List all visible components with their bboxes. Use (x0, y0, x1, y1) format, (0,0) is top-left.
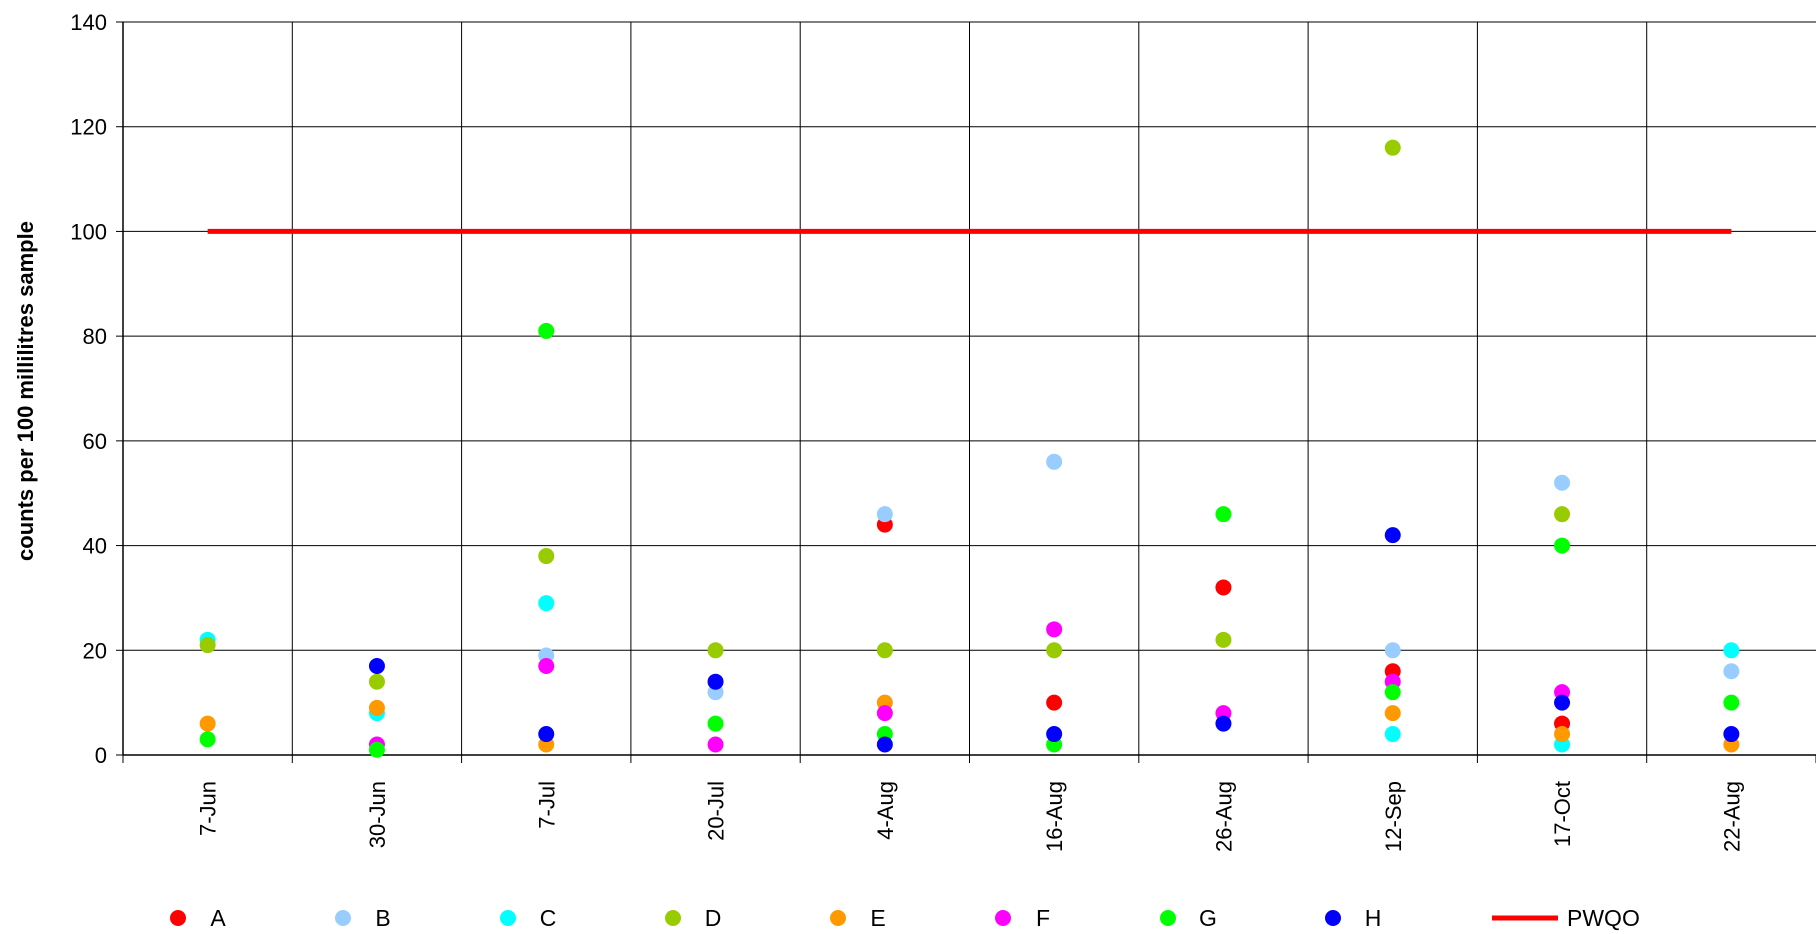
axes (116, 21, 1816, 763)
point-B-22-Aug (1723, 663, 1740, 680)
point-D-26-Aug (1215, 631, 1232, 648)
x-tick-label-22-Aug: 22-Aug (1719, 781, 1744, 852)
x-tick-label-30-Jun: 30-Jun (365, 781, 390, 848)
legend-label-D: D (705, 905, 722, 931)
point-D-30-Jun (368, 673, 385, 690)
point-B-17-Oct (1554, 474, 1571, 491)
x-tick-label-7-Jun: 7-Jun (196, 781, 221, 836)
y-tick-label-100: 100 (70, 219, 107, 244)
legend-marker-H (1325, 910, 1341, 926)
point-E-30-Jun (368, 699, 385, 716)
legend-marker-B (335, 910, 351, 926)
point-G-22-Aug (1723, 694, 1740, 711)
x-tick-label-16-Aug: 16-Aug (1042, 781, 1067, 852)
point-G-30-Jun (368, 741, 385, 758)
legend-label-H: H (1365, 905, 1382, 931)
legend-marker-D (665, 910, 681, 926)
legend-marker-A (170, 910, 186, 926)
point-F-7-Jul (538, 657, 555, 674)
point-D-16-Aug (1046, 642, 1063, 659)
point-F-4-Aug (876, 705, 893, 722)
point-A-26-Aug (1215, 579, 1232, 596)
y-tick-label-0: 0 (95, 743, 107, 768)
legend-marker-E (830, 910, 846, 926)
point-D-20-Jul (707, 642, 724, 659)
legend-label-G: G (1199, 905, 1217, 931)
point-C-22-Aug (1723, 642, 1740, 659)
point-D-4-Aug (876, 642, 893, 659)
point-B-12-Sep (1384, 642, 1401, 659)
point-F-16-Aug (1046, 621, 1063, 638)
point-D-7-Jun (199, 637, 216, 654)
point-H-17-Oct (1554, 694, 1571, 711)
data-points (199, 139, 1740, 758)
point-B-4-Aug (876, 506, 893, 523)
legend-label-PWQO: PWQO (1567, 905, 1640, 931)
y-tick-label-140: 140 (70, 10, 107, 35)
legend-label-B: B (375, 905, 390, 931)
point-G-7-Jun (199, 731, 216, 748)
point-H-26-Aug (1215, 715, 1232, 732)
x-tick-label-7-Jul: 7-Jul (534, 781, 559, 829)
legend-marker-F (995, 910, 1011, 926)
legend-label-C: C (540, 905, 557, 931)
point-E-12-Sep (1384, 705, 1401, 722)
legend-label-E: E (870, 905, 885, 931)
point-B-16-Aug (1046, 453, 1063, 470)
y-tick-label-40: 40 (83, 534, 107, 559)
point-H-7-Jul (538, 726, 555, 743)
legend-label-A: A (210, 905, 226, 931)
point-G-12-Sep (1384, 684, 1401, 701)
x-tick-label-4-Aug: 4-Aug (873, 781, 898, 840)
legend-marker-G (1160, 910, 1176, 926)
point-H-20-Jul (707, 673, 724, 690)
point-H-22-Aug (1723, 726, 1740, 743)
point-G-26-Aug (1215, 506, 1232, 523)
x-tick-label-12-Sep: 12-Sep (1381, 781, 1406, 852)
point-E-17-Oct (1554, 726, 1571, 743)
y-tick-labels: 0 20 40 60 80 100 120 140 (70, 10, 107, 768)
y-tick-label-20: 20 (83, 638, 107, 663)
point-C-7-Jul (538, 595, 555, 612)
point-G-17-Oct (1554, 537, 1571, 554)
y-tick-label-60: 60 (83, 429, 107, 454)
point-H-4-Aug (876, 736, 893, 753)
point-G-20-Jul (707, 715, 724, 732)
point-D-12-Sep (1384, 139, 1401, 156)
point-D-7-Jul (538, 548, 555, 565)
x-tick-label-26-Aug: 26-Aug (1211, 781, 1236, 852)
point-G-7-Jul (538, 322, 555, 339)
x-tick-labels: 7-Jun 30-Jun 7-Jul 20-Jul 4-Aug 16-Aug 26-Aug 1… (196, 781, 1745, 852)
point-H-16-Aug (1046, 726, 1063, 743)
point-C-12-Sep (1384, 726, 1401, 743)
point-F-20-Jul (707, 736, 724, 753)
y-tick-label-80: 80 (83, 324, 107, 349)
legend: A B C D E F G H PWQO (170, 905, 1640, 931)
legend-label-F: F (1036, 905, 1050, 931)
point-D-17-Oct (1554, 506, 1571, 523)
x-tick-label-17-Oct: 17-Oct (1550, 781, 1575, 847)
legend-marker-C (500, 910, 516, 926)
point-A-16-Aug (1046, 694, 1063, 711)
point-H-12-Sep (1384, 527, 1401, 544)
point-E-7-Jun (199, 715, 216, 732)
y-tick-label-120: 120 (70, 115, 107, 140)
grid (123, 21, 1816, 755)
x-tick-label-20-Jul: 20-Jul (704, 781, 729, 841)
y-axis-title: counts per 100 millilitres sample (13, 221, 38, 561)
point-H-30-Jun (368, 657, 385, 674)
